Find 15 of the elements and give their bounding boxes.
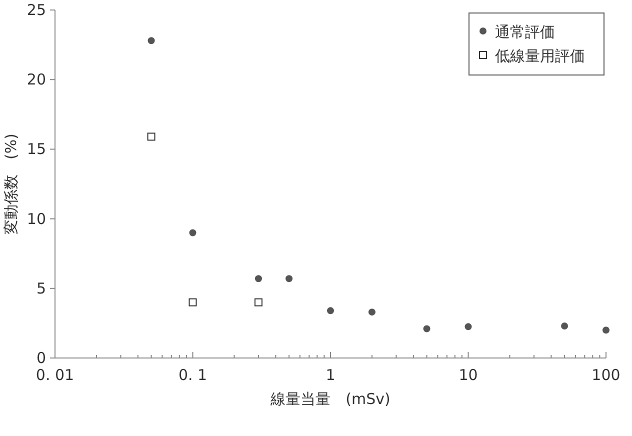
y-tick-label: 0 [36,349,46,367]
y-tick-label: 20 [26,70,46,89]
y-tick-label: 5 [36,279,46,298]
x-tick-label: 0. 01 [36,366,74,384]
y-axis-title: 変動係数 (%) [2,134,20,234]
y-tick-label: 15 [26,140,46,158]
x-tick-label: 10 [458,366,478,384]
legend-label: 低線量用評価 [495,47,585,65]
legend-label: 通常評価 [495,23,555,41]
x-tick-label: 0. 1 [178,366,208,384]
x-axis-title: 線量当量 (mSv) [270,390,390,408]
y-tick-label: 10 [26,210,46,228]
y-tick-label: 25 [26,1,46,19]
x-tick-label: 100 [592,366,620,384]
x-tick-label: 1 [326,366,336,384]
